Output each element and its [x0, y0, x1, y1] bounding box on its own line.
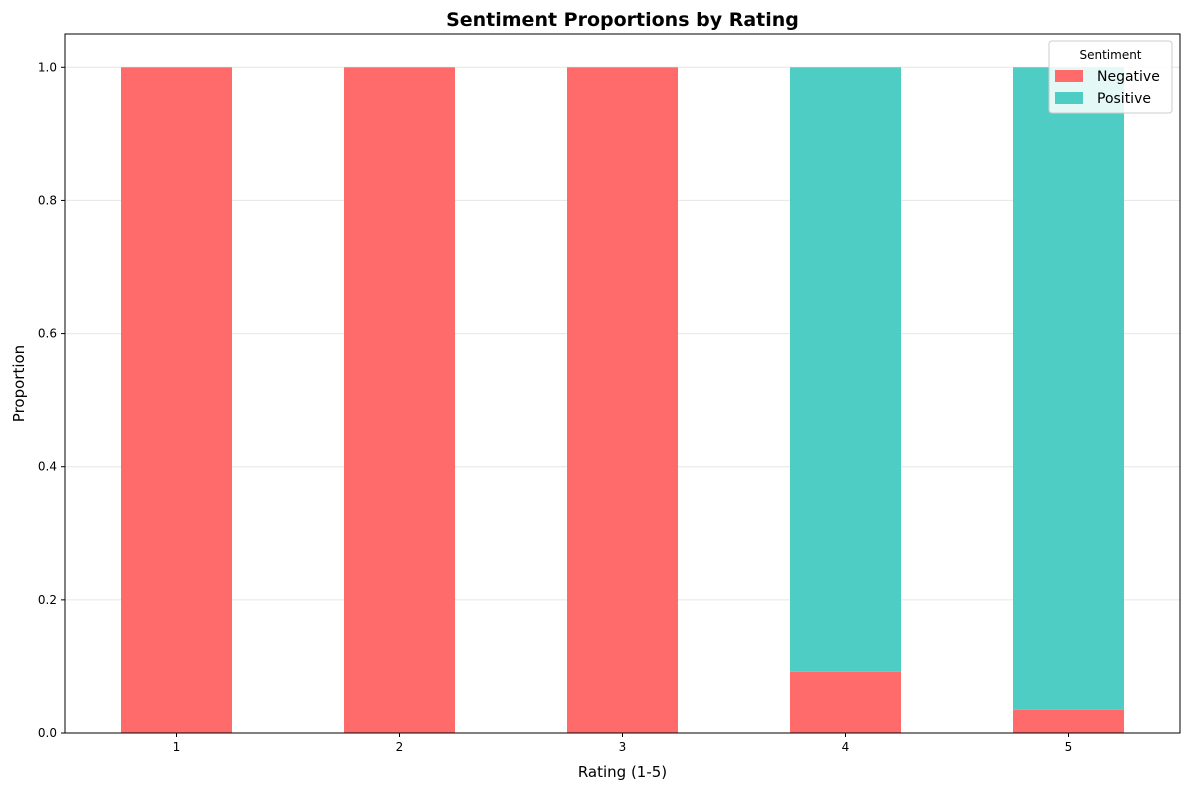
- legend-label-negative: Negative: [1097, 69, 1160, 85]
- legend-title: Sentiment: [1079, 48, 1141, 62]
- y-tick-label: 0.8: [38, 193, 57, 207]
- y-tick-label: 0.2: [38, 593, 57, 607]
- x-axis-ticks: 1 2 3 4 5: [173, 733, 1073, 754]
- x-axis-label: Rating (1-5): [578, 763, 667, 781]
- y-tick-label: 0.4: [38, 460, 57, 474]
- x-tick-label: 2: [396, 740, 404, 754]
- y-axis-label: Proportion: [10, 345, 28, 422]
- legend: Sentiment Negative Positive: [1048, 40, 1173, 114]
- bar-negative-rating-3: [567, 67, 678, 734]
- legend-swatch-negative: [1055, 70, 1083, 82]
- bar-negative-rating-4: [790, 671, 901, 733]
- x-tick-label: 1: [173, 740, 181, 754]
- chart-title: Sentiment Proportions by Rating: [446, 9, 799, 31]
- bar-positive-rating-5: [1013, 67, 1124, 710]
- y-tick-label: 1.0: [38, 60, 57, 74]
- bars: [121, 67, 1124, 734]
- bar-positive-rating-4: [790, 67, 901, 672]
- bar-negative-rating-5: [1013, 709, 1124, 733]
- x-tick-label: 5: [1065, 740, 1073, 754]
- x-tick-label: 4: [842, 740, 850, 754]
- bar-negative-rating-1: [121, 67, 232, 734]
- bar-negative-rating-2: [344, 67, 455, 734]
- x-tick-label: 3: [619, 740, 627, 754]
- y-tick-label: 0.6: [38, 327, 57, 341]
- legend-label-positive: Positive: [1097, 91, 1151, 107]
- legend-swatch-positive: [1055, 92, 1083, 104]
- y-axis-ticks: 0.0 0.2 0.4 0.6 0.8 1.0: [38, 60, 65, 740]
- legend-items: Negative Positive: [1055, 69, 1160, 107]
- y-tick-label: 0.0: [38, 726, 57, 740]
